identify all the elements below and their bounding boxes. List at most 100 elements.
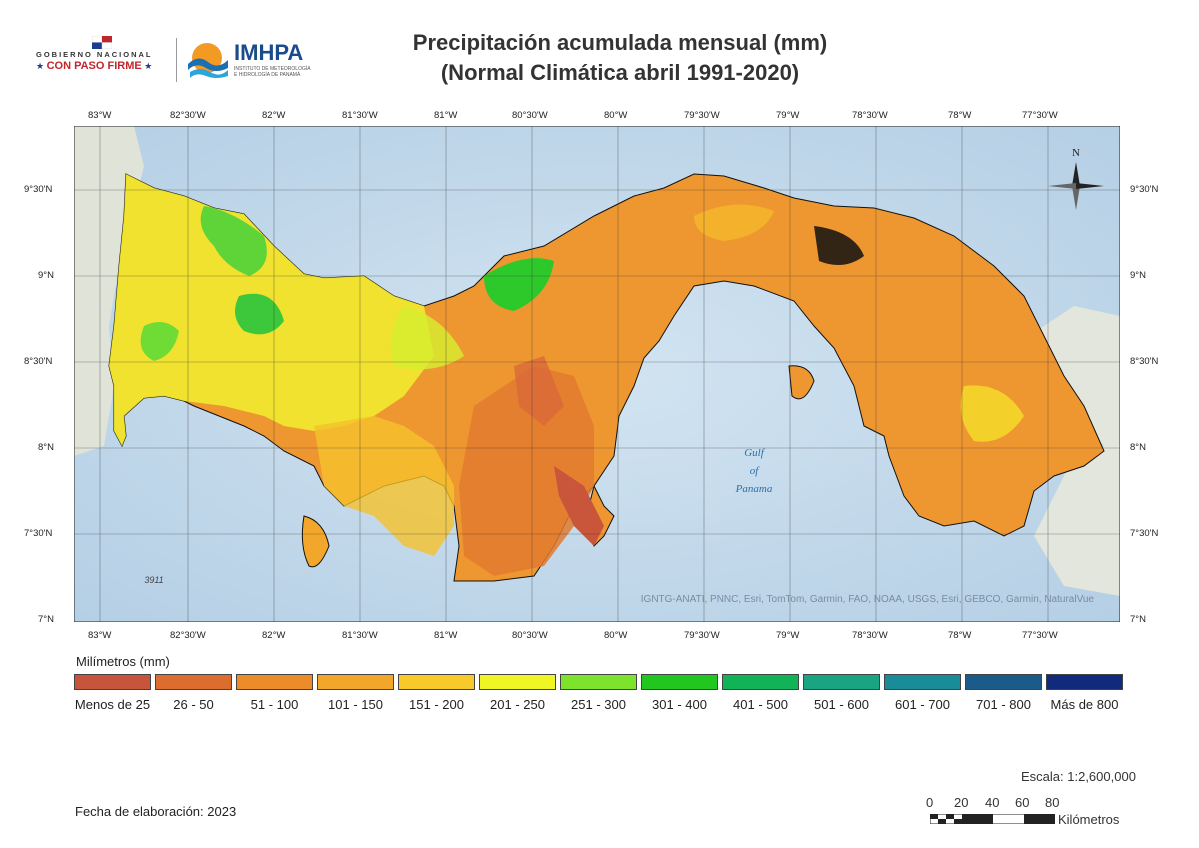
legend-label: Más de 800 <box>1050 697 1119 712</box>
gulf-label-3: Panama <box>735 483 773 495</box>
lon-top-80w: 80°W <box>604 110 628 121</box>
scale-bar <box>930 814 1055 824</box>
legend-swatch <box>74 674 151 690</box>
lon-bottom-78w: 78°W <box>948 630 972 641</box>
gov-line2-text: CON PASO FIRME <box>46 60 142 72</box>
zone-151-200-darien <box>960 385 1024 442</box>
legend-swatch <box>479 674 556 690</box>
legend-label: 251 - 300 <box>571 697 626 712</box>
lon-bottom-83w: 83°W <box>88 630 112 641</box>
title-line1: Precipitación acumulada mensual (mm) <box>412 30 828 55</box>
zone-26-50-central <box>514 356 564 426</box>
scale-tick-60: 60 <box>1015 795 1030 810</box>
graticule <box>74 126 1120 622</box>
zone-101-150-canal <box>694 204 774 241</box>
imhpa-logo-icon <box>188 43 228 78</box>
lon-top-81-30w: 81°30'W <box>342 110 378 121</box>
legend-swatch <box>398 674 475 690</box>
legend-label: 51 - 100 <box>250 697 299 712</box>
lat-left-9-30n: 9°30'N <box>24 184 53 195</box>
logo-divider <box>176 38 177 82</box>
legend-label: 701 - 800 <box>976 697 1031 712</box>
fecha-elaboracion: Fecha de elaboración: 2023 <box>75 804 237 819</box>
logo-area: GOBIERNO NACIONAL ★ CON PASO FIRME ★ IMH… <box>30 30 330 90</box>
lon-bottom-79-30w: 79°30'W <box>684 630 720 641</box>
legend-swatch <box>884 674 961 690</box>
lon-bottom-79w: 79°W <box>776 630 800 641</box>
lon-top-82w: 82°W <box>262 110 286 121</box>
colombia-land <box>1014 306 1120 596</box>
legend-label: 401 - 500 <box>733 697 788 712</box>
map-attribution: IGNTG-ANATI, PNNC, Esri, TomTom, Garmin,… <box>641 594 1095 605</box>
legend-swatch <box>965 674 1042 690</box>
zone-26-50-azuero <box>459 366 594 576</box>
zone-green-bocas <box>200 206 267 276</box>
zone-less-25-azuero <box>554 466 604 546</box>
lat-right-8-30n: 8°30'N <box>1130 356 1159 367</box>
lon-top-83w: 83°W <box>88 110 112 121</box>
legend-label: 26 - 50 <box>173 697 214 712</box>
lake-bayano <box>814 226 864 265</box>
gulf-label-2: of <box>750 465 761 477</box>
panama-flag-icon <box>92 36 112 49</box>
legend-title: Milímetros (mm) <box>76 654 170 669</box>
scale-tick-0: 0 <box>926 795 934 810</box>
precipitation-map: Gulf of Panama 3911 IGNTG-ANATI, PNNC, E… <box>74 126 1120 622</box>
imhpa-name: IMHPA <box>234 40 304 65</box>
legend-label: 201 - 250 <box>490 697 545 712</box>
gov-line1: GOBIERNO NACIONAL <box>36 50 153 59</box>
lon-bottom-80-30w: 80°30'W <box>512 630 548 641</box>
scale-tick-20: 20 <box>954 795 969 810</box>
legend-swatch <box>236 674 313 690</box>
zone-yellow-veraguas <box>390 306 464 370</box>
lon-top-82-30w: 82°30'W <box>170 110 206 121</box>
lat-right-8n: 8°N <box>1130 442 1146 453</box>
lat-left-9n: 9°N <box>38 270 54 281</box>
legend-swatch <box>317 674 394 690</box>
gov-line2: ★ CON PASO FIRME ★ <box>36 60 153 72</box>
km-label: Kilómetros <box>1058 812 1120 827</box>
imhpa-subtitle: INSTITUTO DE METEOROLOGÍA E HIDROLOGÍA D… <box>234 66 311 78</box>
lon-bottom-82-30w: 82°30'W <box>170 630 206 641</box>
legend-label: 501 - 600 <box>814 697 869 712</box>
lon-top-80-30w: 80°30'W <box>512 110 548 121</box>
zone-green-cocle-norte <box>484 258 554 311</box>
legend-label: Menos de 25 <box>74 697 151 712</box>
lon-top-78w: 78°W <box>948 110 972 121</box>
scale-text: Escala: 1:2,600,000 <box>1021 769 1136 784</box>
coiba-island <box>301 515 330 568</box>
legend-swatch <box>1046 674 1123 690</box>
zone-green-west <box>140 322 179 361</box>
scale-tick-40: 40 <box>985 795 1000 810</box>
lon-bottom-78-30w: 78°30'W <box>852 630 888 641</box>
lat-left-7n: 7°N <box>38 614 54 625</box>
lon-bottom-81w: 81°W <box>434 630 458 641</box>
lat-left-8-30n: 8°30'N <box>24 356 53 367</box>
lat-right-7-30n: 7°30'N <box>1130 528 1159 539</box>
lon-top-77-30w: 77°30'W <box>1022 110 1058 121</box>
scale-tick-80: 80 <box>1045 795 1060 810</box>
lon-top-79-30w: 79°30'W <box>684 110 720 121</box>
legend-swatch <box>641 674 718 690</box>
title-line2: (Normal Climática abril 1991-2020) <box>440 60 800 85</box>
gulf-label-1: Gulf <box>744 447 766 459</box>
north-arrow-icon: N <box>1048 147 1104 210</box>
lat-right-9-30n: 9°30'N <box>1130 184 1159 195</box>
legend-swatch <box>155 674 232 690</box>
north-label: N <box>1072 147 1080 159</box>
legend-label: 301 - 400 <box>652 697 707 712</box>
lon-top-79w: 79°W <box>776 110 800 121</box>
depth-label: 3911 <box>144 575 163 585</box>
legend-swatch <box>560 674 637 690</box>
legend-label: 101 - 150 <box>328 697 383 712</box>
lon-bottom-80w: 80°W <box>604 630 628 641</box>
lon-bottom-82w: 82°W <box>262 630 286 641</box>
zone-green-chiriqui-highlands <box>235 293 284 335</box>
lat-left-7-30n: 7°30'N <box>24 528 53 539</box>
lon-top-81w: 81°W <box>434 110 458 121</box>
legend-swatch <box>803 674 880 690</box>
lat-right-9n: 9°N <box>1130 270 1146 281</box>
legend-label: 601 - 700 <box>895 697 950 712</box>
isla-del-rey <box>788 365 815 400</box>
lon-top-78-30w: 78°30'W <box>852 110 888 121</box>
